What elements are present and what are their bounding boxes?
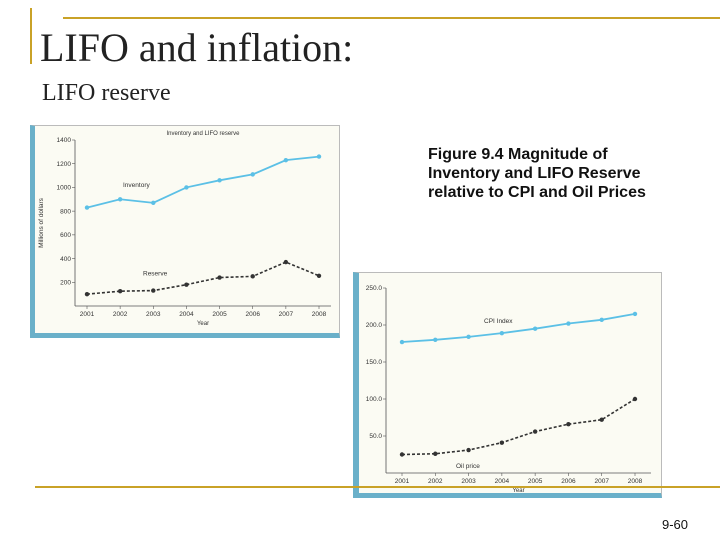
data-point	[499, 330, 505, 336]
y-tick-label: 800	[60, 208, 71, 215]
y-tick-label: 250.0	[366, 285, 383, 292]
page-number: 9-60	[662, 517, 689, 532]
data-point	[532, 326, 538, 331]
inventory-reserve-chart: Inventory and LIFO reserve 200 400 600 800 10…	[38, 131, 331, 327]
data-point	[283, 259, 289, 265]
cpi-oil-chart-panel: 50.0 100.0 150.0 200.0 250.0 2001 2002 2003 2004…	[353, 272, 662, 498]
data-point	[84, 291, 90, 297]
data-point	[566, 421, 571, 427]
data-point	[466, 334, 471, 340]
data-point	[599, 417, 604, 422]
data-point	[151, 200, 156, 206]
slide-subtitle: LIFO reserve	[42, 80, 171, 106]
series-label: Inventory	[123, 182, 150, 189]
accent-rule-bottom	[35, 486, 720, 488]
x-axis-label: Year	[197, 321, 209, 327]
x-tick-label: 2002	[428, 478, 443, 485]
x-tick-label: 2001	[395, 478, 410, 485]
data-point	[499, 440, 505, 445]
accent-rule-left	[30, 8, 32, 64]
x-tick-label: 2002	[113, 311, 128, 318]
y-tick-label: 1400	[57, 137, 72, 144]
y-tick-label: 200	[60, 279, 71, 286]
slide-title: LIFO and inflation:	[40, 25, 354, 70]
x-tick-label: 2006	[245, 311, 260, 318]
data-point	[399, 452, 405, 457]
y-tick-label: 100.0	[366, 396, 383, 403]
x-tick-label: 2001	[80, 311, 95, 318]
data-point	[632, 396, 638, 402]
cpi-oil-chart: 50.0 100.0 150.0 200.0 250.0 2001 2002 2003 2004…	[366, 285, 651, 494]
y-tick-label: 400	[60, 256, 71, 263]
data-point	[117, 197, 123, 202]
data-point	[433, 451, 438, 456]
data-point	[632, 311, 638, 317]
x-tick-label: 2005	[212, 311, 227, 318]
inventory-reserve-chart-panel: Inventory and LIFO reserve 200 400 600 800 10…	[30, 125, 340, 338]
figure-caption: Figure 9.4 Magnitude of Inventory and LI…	[428, 146, 646, 201]
data-point	[466, 447, 471, 453]
accent-rule-top	[63, 17, 720, 19]
x-tick-label: 2003	[461, 478, 476, 485]
data-point	[217, 275, 222, 280]
x-tick-label: 2003	[146, 311, 161, 318]
data-point	[316, 154, 322, 159]
x-tick-label: 2004	[179, 311, 194, 318]
y-tick-label: 1000	[57, 185, 72, 192]
y-tick-label: 200.0	[366, 322, 383, 329]
series-label: CPI Index	[484, 318, 513, 325]
data-point	[599, 317, 604, 323]
data-point	[250, 172, 255, 177]
data-point	[566, 321, 571, 326]
x-tick-label: 2007	[279, 311, 294, 318]
x-tick-label: 2005	[528, 478, 543, 485]
data-point	[184, 185, 189, 190]
series-line-primary	[401, 313, 636, 343]
y-tick-label: 150.0	[366, 359, 383, 366]
x-tick-label: 2008	[312, 311, 327, 318]
data-point	[532, 429, 538, 434]
data-point	[117, 288, 123, 294]
y-tick-label: 600	[60, 232, 71, 239]
series-line-secondary	[86, 261, 320, 295]
data-point	[250, 274, 255, 279]
x-tick-label: 2007	[594, 478, 609, 485]
data-point	[84, 205, 90, 210]
y-axis-label: Millions of dollars	[38, 197, 45, 248]
data-point	[283, 157, 289, 163]
x-tick-label: 2008	[628, 478, 643, 485]
x-tick-label: 2004	[495, 478, 510, 485]
data-point	[316, 273, 322, 278]
data-point	[151, 288, 156, 293]
x-tick-label: 2006	[561, 478, 576, 485]
series-line-primary	[86, 155, 320, 209]
chart-title: Inventory and LIFO reserve	[166, 131, 240, 137]
data-point	[433, 337, 438, 342]
series-line-secondary	[401, 398, 636, 456]
series-label: Reserve	[143, 271, 168, 278]
data-point	[184, 282, 189, 287]
data-point	[399, 339, 405, 345]
data-point	[217, 178, 222, 183]
x-axis-label: Year	[512, 488, 524, 494]
series-label: Oil price	[456, 463, 480, 470]
y-tick-label: 50.0	[369, 433, 382, 440]
y-tick-label: 1200	[57, 161, 72, 168]
